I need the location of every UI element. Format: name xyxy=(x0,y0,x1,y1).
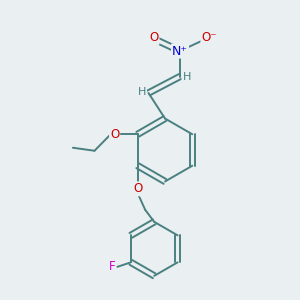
Text: N⁺: N⁺ xyxy=(172,44,188,58)
Text: F: F xyxy=(109,260,115,273)
Text: H: H xyxy=(182,71,191,82)
Text: O: O xyxy=(133,182,142,195)
Text: O: O xyxy=(110,128,119,141)
Text: O⁻: O⁻ xyxy=(201,31,217,44)
Text: O: O xyxy=(149,31,158,44)
Text: H: H xyxy=(138,86,146,97)
